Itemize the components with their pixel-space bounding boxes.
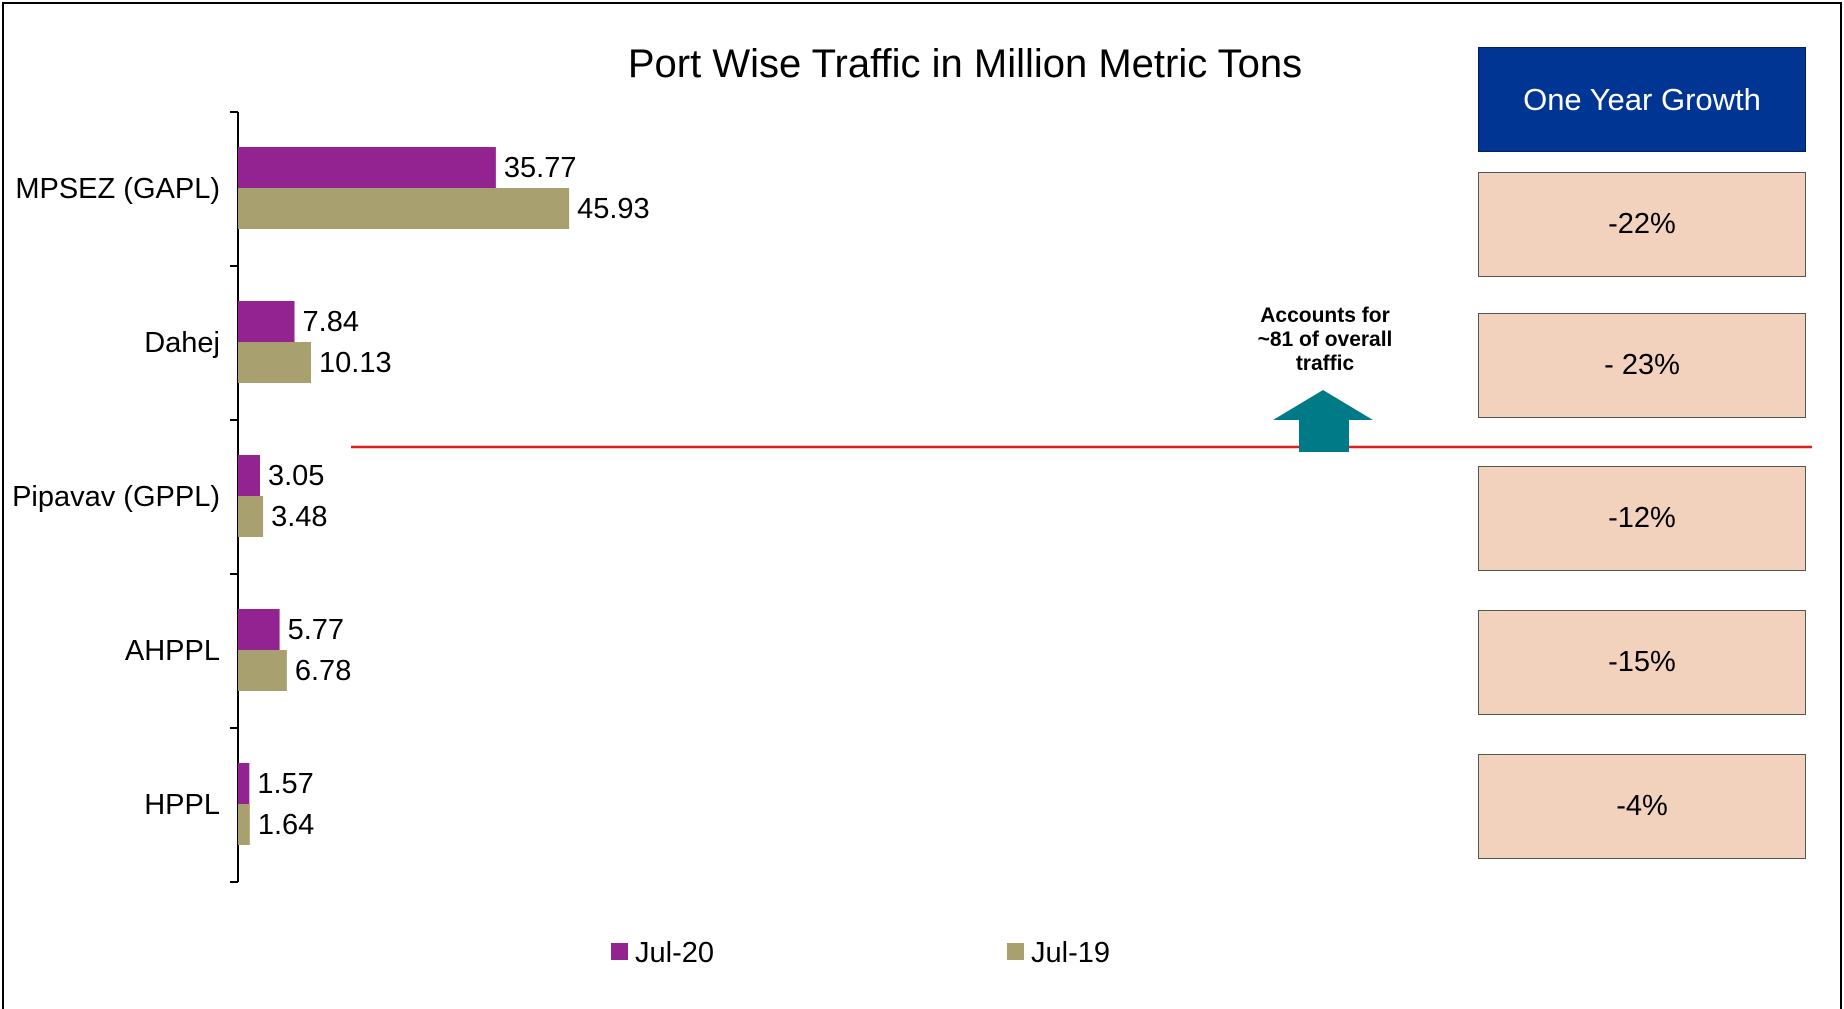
bar-value-label: 45.93 — [577, 193, 650, 225]
bar-value-label: 6.78 — [295, 655, 351, 687]
bar-value-label: 1.57 — [257, 768, 313, 800]
bar — [238, 650, 287, 691]
bar-value-label: 3.48 — [271, 501, 327, 533]
annotation-line: traffic — [1295, 352, 1355, 375]
annotation-text: Accounts for ~81 of overall traffic — [1225, 304, 1425, 376]
growth-value-mpsez: -22% — [1478, 172, 1806, 277]
bar — [238, 763, 250, 804]
bar — [238, 496, 264, 537]
growth-value-hppl: -4% — [1478, 754, 1806, 859]
legend-label: Jul-19 — [1031, 937, 1110, 969]
chart-title: Port Wise Traffic in Million Metric Tons — [627, 42, 1303, 86]
bar — [238, 147, 496, 188]
category-label: Dahej — [144, 327, 220, 359]
category-label: Pipavav (GPPL) — [12, 481, 220, 513]
legend-label: Jul-20 — [635, 937, 714, 969]
bar — [238, 455, 260, 496]
up-arrow-icon — [1273, 390, 1373, 452]
growth-value-dahej: - 23% — [1478, 313, 1806, 418]
bar-value-label: 3.05 — [268, 460, 324, 492]
legend-swatch — [611, 943, 628, 960]
bar-value-label: 10.13 — [319, 347, 392, 379]
bar-value-label: 5.77 — [288, 614, 344, 646]
bar — [238, 342, 312, 383]
category-label: AHPPL — [125, 635, 220, 667]
bar — [238, 804, 250, 845]
bar — [238, 188, 570, 229]
growth-value-ahppl: -15% — [1478, 610, 1806, 715]
category-label: HPPL — [144, 789, 220, 821]
bar — [238, 609, 280, 650]
bar-value-label: 7.84 — [303, 306, 359, 338]
bar-value-label: 35.77 — [504, 152, 577, 184]
annotation-line: ~81 of overall — [1257, 328, 1393, 351]
bar — [238, 301, 295, 342]
bar-value-label: 1.64 — [258, 809, 314, 841]
category-label: MPSEZ (GAPL) — [15, 173, 220, 205]
growth-value-pipavav: -12% — [1478, 466, 1806, 571]
legend-swatch — [1007, 943, 1024, 960]
annotation-line: Accounts for — [1260, 304, 1390, 327]
growth-header: One Year Growth — [1478, 47, 1806, 152]
